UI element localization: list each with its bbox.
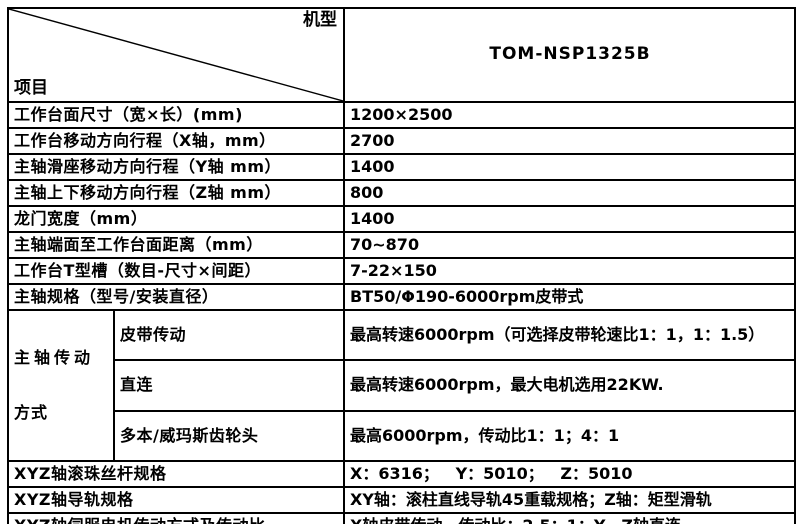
- spec-value: X轴皮带传动，传动比：2.5：1；Y、Z轴直连: [343, 512, 796, 524]
- transmission-mode: 皮带传动: [113, 308, 345, 362]
- spec-label: XYZ轴滚珠丝杆规格: [7, 460, 345, 489]
- spec-value: XY轴：滚柱直线导轨45重载规格；Z轴：矩型滑轨: [343, 486, 796, 515]
- spec-value: 1400: [343, 204, 796, 233]
- model-value-cell: TOM-NSP1325B: [343, 7, 796, 103]
- transmission-value: 最高转速6000rpm，最大电机选用22KW.: [343, 359, 796, 412]
- transmission-row-gearhead: 多本/威玛斯齿轮头 最高6000rpm，传动比1：1；4：1: [8, 409, 796, 463]
- diagonal-divider-line: [9, 9, 343, 101]
- transmission-label-line1: 主轴传动: [14, 347, 95, 367]
- spec-label: 龙门宽度（mm）: [7, 204, 345, 233]
- spec-label: 工作台移动方向行程（X轴，mm）: [7, 126, 345, 155]
- spec-label: 工作台面尺寸（宽×长）(mm): [7, 100, 345, 129]
- transmission-section-label: 主轴传动 方式: [7, 308, 115, 463]
- spec-row-servo-drive: XYZ轴伺服电机传动方式及传动比 X轴皮带传动，传动比：2.5：1；Y、Z轴直连: [7, 512, 796, 524]
- transmission-row-direct: 直连 最高转速6000rpm，最大电机选用22KW.: [8, 359, 796, 412]
- header-item-label: 项目: [14, 78, 48, 99]
- diagonal-header-cell: 机型 项目: [7, 7, 345, 103]
- transmission-label-line2: 方式: [14, 402, 49, 422]
- spec-value: 800: [343, 178, 796, 207]
- spec-label: 主轴端面至工作台面距离（mm）: [7, 230, 345, 259]
- spec-row-spindle-spec: 主轴规格（型号/安装直径） BT50/Φ190-6000rpm皮带式: [7, 282, 796, 311]
- spec-row-spindle-to-table: 主轴端面至工作台面距离（mm） 70~870: [7, 230, 796, 259]
- spec-row-table-size: 工作台面尺寸（宽×长）(mm) 1200×2500: [7, 100, 796, 129]
- spec-row-z-travel: 主轴上下移动方向行程（Z轴 mm） 800: [7, 178, 796, 207]
- spec-row-guideway: XYZ轴导轨规格 XY轴：滚柱直线导轨45重载规格；Z轴：矩型滑轨: [7, 486, 796, 515]
- transmission-value: 最高转速6000rpm（可选择皮带轮速比1：1，1：1.5）: [343, 308, 796, 362]
- machine-spec-table: 机型 项目 TOM-NSP1325B 工作台面尺寸（宽×长）(mm) 1200×…: [7, 7, 796, 524]
- spec-label: XYZ轴导轨规格: [7, 486, 345, 515]
- spec-value: X：6316； Y：5010； Z：5010: [343, 460, 796, 489]
- spec-label: 主轴上下移动方向行程（Z轴 mm）: [7, 178, 345, 207]
- spec-row-x-travel: 工作台移动方向行程（X轴，mm） 2700: [7, 126, 796, 155]
- transmission-mode: 直连: [113, 359, 345, 412]
- transmission-row-belt: 主轴传动 方式 皮带传动 最高转速6000rpm（可选择皮带轮速比1：1，1：1…: [7, 308, 796, 463]
- spec-value: 1200×2500: [343, 100, 796, 129]
- spec-value: 1400: [343, 152, 796, 181]
- spec-value: 7-22×150: [343, 256, 796, 285]
- spec-label: 工作台T型槽（数目-尺寸×间距）: [7, 256, 345, 285]
- transmission-mode: 多本/威玛斯齿轮头: [113, 409, 345, 463]
- spec-label: XYZ轴伺服电机传动方式及传动比: [7, 512, 345, 524]
- header-model-label: 机型: [303, 10, 337, 30]
- spec-row-y-travel: 主轴滑座移动方向行程（Y轴 mm） 1400: [7, 152, 796, 181]
- spec-row-gantry-width: 龙门宽度（mm） 1400: [7, 204, 796, 233]
- transmission-value: 最高6000rpm，传动比1：1；4：1: [343, 409, 796, 463]
- spec-value: 70~870: [343, 230, 796, 259]
- spec-row-ballscrew: XYZ轴滚珠丝杆规格 X：6316； Y：5010； Z：5010: [7, 460, 796, 489]
- spec-row-t-slot: 工作台T型槽（数目-尺寸×间距） 7-22×150: [7, 256, 796, 285]
- spec-label: 主轴规格（型号/安装直径）: [7, 282, 345, 311]
- table-header-row: 机型 项目 TOM-NSP1325B: [7, 7, 796, 103]
- spec-value: 2700: [343, 126, 796, 155]
- spec-value: BT50/Φ190-6000rpm皮带式: [343, 282, 796, 311]
- spec-label: 主轴滑座移动方向行程（Y轴 mm）: [7, 152, 345, 181]
